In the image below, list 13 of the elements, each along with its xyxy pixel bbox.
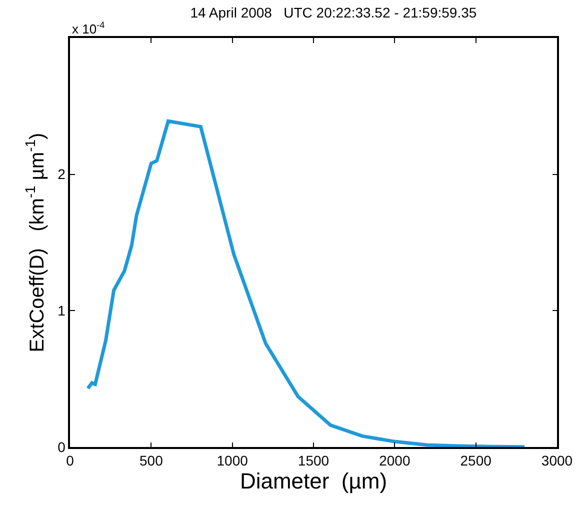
x-axis-title: Diameter (µm) [240, 468, 388, 494]
y-tick-label: 0 [58, 438, 66, 455]
x-tick-label: 1000 [216, 452, 248, 469]
x-tick-label: 500 [139, 452, 164, 469]
x-tick-label: 2000 [379, 452, 410, 469]
y-tick-label: 1 [58, 302, 66, 319]
line-series [86, 119, 526, 447]
chart-title: 14 April 2008 UTC 20:22:33.52 - 21:59:59.35 [190, 4, 477, 20]
text: x 10$^{-4}$ [72, 20, 105, 36]
x-tick-label: 3000 [541, 452, 573, 469]
y-tick-label: 2 [58, 166, 66, 182]
x-tick-label: 2500 [460, 452, 492, 469]
x-tick-label: 1500 [298, 452, 330, 469]
